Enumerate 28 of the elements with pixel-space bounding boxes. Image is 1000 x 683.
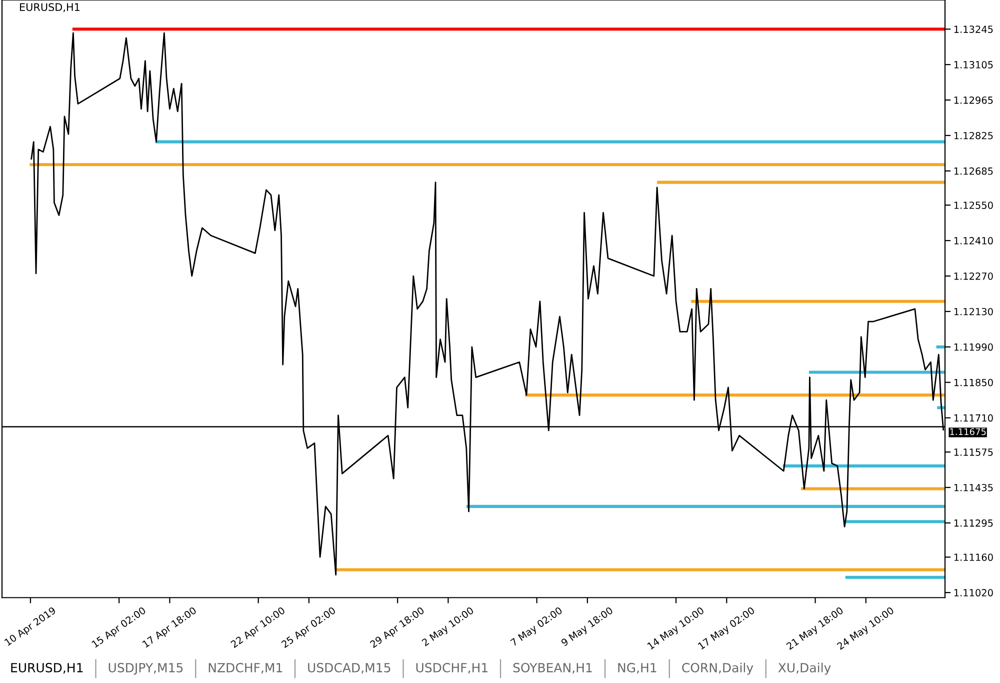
chart-title: EURUSD,H1 bbox=[20, 3, 80, 12]
y-tick-label: 1.11160 bbox=[954, 554, 993, 561]
y-tick-label: 1.12550 bbox=[954, 202, 993, 209]
y-tick-label: 1.12270 bbox=[954, 272, 993, 280]
y-tick-label: 1.12130 bbox=[954, 308, 993, 316]
y-tick-label: 1.12410 bbox=[954, 237, 993, 244]
y-tick-label: 1.12965 bbox=[954, 96, 993, 104]
y-tick-label: 1.12685 bbox=[954, 167, 993, 175]
text: EURUSD,H1 bbox=[11, 662, 83, 674]
y-tick-label: 1.11295 bbox=[954, 519, 993, 527]
text: USDJPY,M15 bbox=[108, 662, 183, 675]
y-tick-label: 1.11020 bbox=[954, 589, 993, 596]
y-tick-label: 1.11710 bbox=[954, 414, 993, 422]
y-tick-label: 1.11575 bbox=[954, 448, 993, 456]
y-tick-label: 1.11850 bbox=[954, 378, 993, 386]
text: NZDCHF,M1 bbox=[208, 662, 282, 674]
text: USDCAD,M15 bbox=[308, 662, 390, 674]
y-tick-label: 1.12825 bbox=[954, 132, 993, 140]
ref-line-label: 1.11675 bbox=[950, 428, 986, 436]
y-tick-label: 1.13245 bbox=[954, 26, 993, 33]
text: XU,Daily bbox=[778, 662, 831, 675]
y-tick-label: 1.11435 bbox=[954, 484, 993, 492]
text: USDCHF,H1 bbox=[416, 662, 488, 674]
text: CORN,Daily bbox=[682, 662, 754, 675]
text: SOYBEAN,H1 bbox=[513, 662, 592, 674]
y-tick-label: 1.11990 bbox=[954, 343, 993, 351]
text: NG,H1 bbox=[618, 662, 656, 674]
y-tick-label: 1.13105 bbox=[954, 61, 993, 68]
